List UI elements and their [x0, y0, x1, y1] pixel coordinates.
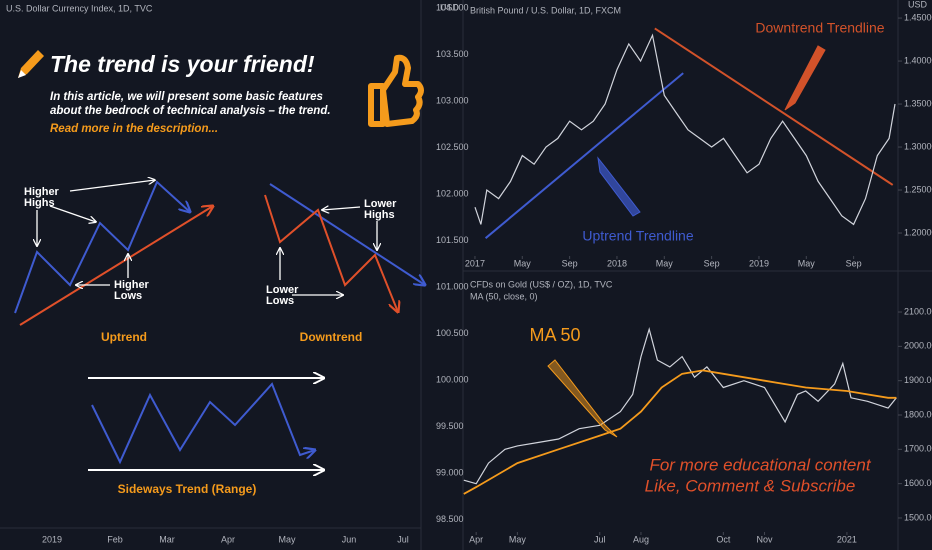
x-tick-label: Jul — [594, 534, 606, 544]
y-tick-label: 1700.00 — [904, 444, 932, 454]
label: Lows — [266, 295, 294, 307]
y-tick-label: 100.000 — [436, 374, 469, 384]
label: Highs — [364, 209, 395, 221]
uptrend-zigzag — [14, 180, 190, 314]
y-tick-label: 100.500 — [436, 328, 469, 338]
arrow — [49, 205, 96, 222]
y-tick-label: 1.30000 — [904, 141, 932, 151]
chart-title: British Pound / U.S. Dollar, 1D, FXCM — [470, 5, 621, 15]
y-tick-label: 1.20000 — [904, 227, 932, 237]
price-line — [474, 33, 896, 226]
link[interactable]: Read more in the description... — [50, 123, 218, 135]
x-tick-label: Oct — [716, 534, 731, 544]
y-tick-label: 2000.00 — [904, 341, 932, 351]
x-tick-label: May — [509, 534, 527, 544]
intro: about the bedrock of technical analysis … — [50, 105, 331, 117]
chart-title: CFDs on Gold (US$ / OZ), 1D, TVC — [470, 279, 613, 289]
y-tick-label: 1900.00 — [904, 375, 932, 385]
trendline — [484, 72, 684, 239]
x-tick-label: 2017 — [465, 258, 485, 268]
x-tick-label: Feb — [107, 534, 123, 544]
annotation-arrow — [597, 156, 641, 217]
y-tick-label: 101.000 — [436, 281, 469, 291]
x-tick-label: Sep — [562, 258, 578, 268]
label: Higher — [24, 186, 60, 198]
x-tick-label: May — [514, 258, 532, 268]
x-tick-label: 2019 — [42, 534, 62, 544]
x-tick-label: May — [798, 258, 816, 268]
y-tick-label: 102.500 — [436, 142, 469, 152]
y-tick-label: 1800.00 — [904, 409, 932, 419]
annotation: MA 50 — [529, 325, 580, 345]
chart-title: U.S. Dollar Currency Index, 1D, TVC — [6, 3, 153, 13]
x-tick-label: 2021 — [837, 534, 857, 544]
annotation: Uptrend Trendline — [582, 228, 694, 244]
price-line — [463, 369, 897, 495]
x-tick-label: Apr — [469, 534, 483, 544]
y-tick-label: 103.500 — [436, 49, 469, 59]
thumbs-up-icon — [368, 54, 424, 127]
y-tick-label: 1.25000 — [904, 184, 932, 194]
trendline — [654, 27, 894, 186]
y-tick-label: 102.000 — [436, 188, 469, 198]
y-tick-label: 104.000 — [436, 2, 469, 12]
annotation-arrow — [547, 359, 618, 438]
y-unit: USD — [908, 0, 928, 9]
x-tick-label: Aug — [633, 534, 649, 544]
downtrend-line — [269, 183, 425, 285]
label: Higher — [114, 279, 150, 291]
x-tick-label: Nov — [757, 534, 774, 544]
y-tick-label: 2100.00 — [904, 306, 932, 316]
pencil-icon — [18, 50, 44, 78]
range-zigzag — [91, 382, 315, 465]
y-tick-label: 98.500 — [436, 514, 464, 524]
price-line — [463, 326, 897, 485]
label: Lows — [114, 290, 142, 302]
x-tick-label: Mar — [159, 534, 175, 544]
annotation: For more educational content — [649, 455, 871, 474]
x-tick-label: Jul — [397, 534, 409, 544]
label: Lower — [364, 198, 397, 210]
arrow — [69, 180, 155, 192]
y-tick-label: 1.35000 — [904, 98, 932, 108]
annotation: Downtrend Trendline — [755, 20, 884, 36]
y-tick-label: 99.500 — [436, 421, 464, 431]
y-tick-label: 1.40000 — [904, 55, 932, 65]
label: Sideways Trend (Range) — [118, 482, 257, 496]
x-tick-label: May — [278, 534, 296, 544]
y-tick-label: 1.45000 — [904, 12, 932, 22]
y-tick-label: 1500.00 — [904, 512, 932, 522]
x-tick-label: 2019 — [749, 258, 769, 268]
legend: MA (50, close, 0) — [470, 291, 538, 301]
label: Uptrend — [101, 330, 147, 344]
intro: In this article, we will present some ba… — [50, 91, 323, 103]
annotation-arrow — [784, 45, 826, 111]
heading: The trend is your friend! — [50, 51, 315, 77]
label: Lower — [266, 284, 299, 296]
label: Downtrend — [300, 330, 363, 344]
x-tick-label: May — [656, 258, 674, 268]
y-tick-label: 101.500 — [436, 235, 469, 245]
y-tick-label: 103.000 — [436, 95, 469, 105]
y-tick-label: 99.000 — [436, 467, 464, 477]
annotation: Like, Comment & Subscribe — [645, 476, 856, 495]
y-tick-label: 1600.00 — [904, 478, 932, 488]
x-tick-label: Sep — [704, 258, 720, 268]
x-tick-label: Jun — [342, 534, 357, 544]
uptrend-line — [19, 206, 213, 326]
x-tick-label: 2018 — [607, 258, 627, 268]
x-tick-label: Apr — [221, 534, 235, 544]
y-unit: USD — [440, 2, 460, 12]
x-tick-label: Sep — [846, 258, 862, 268]
arrow — [322, 207, 361, 210]
downtrend-zigzag — [264, 194, 398, 312]
label: Highs — [24, 197, 55, 209]
